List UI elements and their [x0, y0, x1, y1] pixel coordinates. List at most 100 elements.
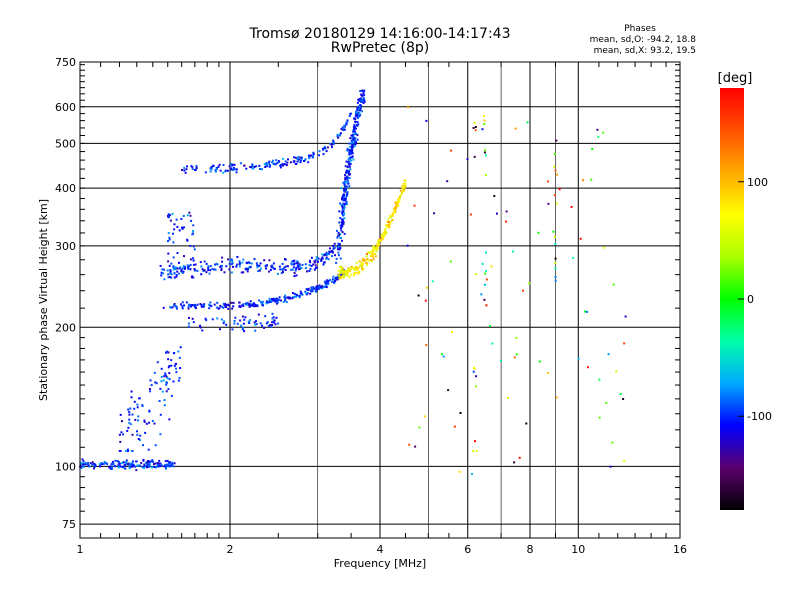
data-point [336, 236, 339, 239]
data-point [105, 462, 108, 465]
data-point [263, 259, 266, 262]
data-point [173, 228, 176, 231]
data-point [175, 218, 178, 221]
data-point [339, 276, 342, 279]
data-point [491, 342, 494, 345]
data-point [126, 429, 129, 432]
data-point [327, 282, 329, 285]
data-point [181, 305, 184, 308]
data-point [212, 165, 215, 167]
data-point [353, 117, 355, 120]
data-point [363, 89, 366, 92]
data-point [349, 112, 352, 115]
data-point [169, 269, 172, 272]
data-point [586, 366, 589, 369]
data-point [169, 271, 172, 274]
data-point [304, 267, 307, 270]
data-point [340, 227, 342, 230]
data-point [291, 292, 294, 294]
data-point [243, 164, 246, 167]
data-point [230, 163, 233, 165]
data-point [274, 163, 277, 166]
data-point [393, 208, 396, 211]
grid-layer [80, 62, 680, 538]
data-point [296, 260, 299, 263]
data-point [371, 253, 374, 256]
data-point [504, 220, 507, 223]
data-point [279, 166, 282, 169]
data-point [473, 368, 476, 370]
data-point [172, 465, 175, 468]
data-point [253, 321, 256, 324]
data-point [128, 467, 131, 470]
data-point [368, 259, 371, 262]
data-point [314, 266, 317, 269]
data-point [176, 270, 179, 273]
x-tick-label: 8 [527, 543, 534, 556]
data-point [472, 450, 475, 453]
data-point [242, 271, 245, 274]
data-point [572, 256, 575, 259]
data-point [195, 166, 198, 169]
data-point [558, 188, 561, 191]
data-point [356, 268, 359, 270]
data-point [189, 244, 192, 247]
data-point [346, 147, 349, 150]
data-point [546, 371, 549, 374]
data-point [108, 466, 111, 469]
data-point [341, 205, 344, 208]
data-point [230, 258, 233, 261]
data-point [295, 262, 298, 265]
data-point [323, 147, 326, 149]
data-point [356, 112, 359, 115]
data-point [123, 463, 126, 466]
data-point [275, 316, 278, 319]
data-point [408, 443, 411, 446]
data-point [318, 150, 321, 153]
data-point [381, 233, 384, 236]
data-point [324, 285, 327, 288]
data-point [172, 256, 175, 259]
data-point [332, 141, 335, 144]
data-point [348, 163, 350, 166]
data-point [485, 278, 488, 281]
data-point [126, 448, 129, 451]
data-point [343, 217, 346, 220]
data-point [355, 127, 357, 130]
data-point [191, 167, 194, 170]
data-point [338, 243, 341, 246]
data-point [169, 214, 172, 217]
data-point [335, 261, 338, 264]
data-point [343, 182, 346, 184]
y-tick-label: 600 [55, 101, 76, 114]
data-point [304, 263, 307, 266]
data-point [233, 166, 235, 169]
data-point [340, 128, 343, 131]
data-point [345, 169, 348, 172]
data-point [117, 461, 120, 464]
data-point [321, 253, 324, 256]
data-point [413, 204, 416, 207]
data-point [353, 266, 356, 269]
data-point [483, 151, 486, 154]
data-point [265, 322, 268, 325]
data-point [187, 268, 190, 271]
data-point [293, 275, 296, 278]
data-point [344, 188, 347, 191]
data-point [398, 197, 401, 200]
data-point [245, 303, 248, 306]
data-point [238, 260, 241, 263]
data-point [276, 162, 279, 165]
data-point [175, 305, 178, 308]
data-point [350, 273, 353, 276]
data-point [209, 265, 212, 268]
data-point [179, 266, 182, 269]
data-point [266, 264, 268, 267]
data-point [205, 271, 208, 274]
data-point [556, 173, 559, 176]
data-point [402, 182, 405, 185]
data-point [325, 282, 328, 285]
data-point [255, 165, 258, 168]
data-point [293, 259, 296, 262]
